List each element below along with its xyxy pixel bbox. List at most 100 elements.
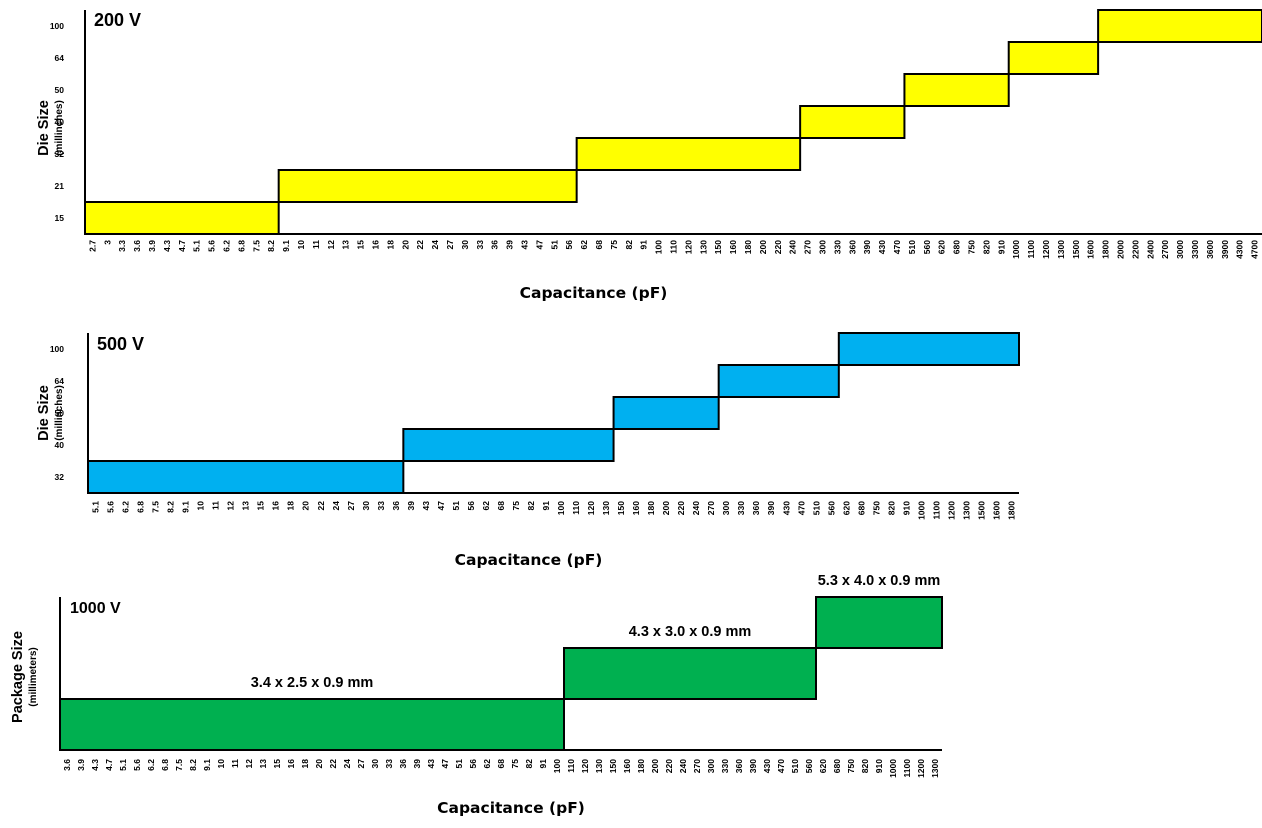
- x-tick-label: 36: [398, 759, 408, 769]
- y-tick-label: 64: [55, 53, 65, 63]
- x-tick-label: 910: [996, 240, 1006, 254]
- x-tick-label: 360: [751, 501, 761, 515]
- x-tick-label: 8.2: [166, 501, 176, 513]
- x-tick-label: 22: [316, 501, 326, 511]
- x-tick-label: 39: [406, 501, 416, 511]
- x-tick-label: 62: [579, 240, 589, 250]
- y-tick-label: 40: [55, 440, 65, 450]
- x-tick-label: 4300: [1235, 240, 1245, 259]
- x-tick-label: 27: [356, 759, 366, 769]
- x-tick-label: 120: [586, 501, 596, 515]
- x-tick-label: 620: [937, 240, 947, 254]
- x-tick-label: 10: [296, 240, 306, 250]
- x-tick-label: 3.6: [62, 759, 72, 771]
- x-tick-label: 68: [496, 501, 506, 511]
- x-tick-label: 160: [728, 240, 738, 254]
- x-tick-label: 750: [871, 501, 881, 515]
- x-tick-label: 360: [734, 759, 744, 773]
- x-tick-label: 75: [510, 759, 520, 769]
- bar: [717, 364, 840, 398]
- x-tick-label: 750: [966, 240, 976, 254]
- x-tick-label: 200: [650, 759, 660, 773]
- x-tick-label: 220: [664, 759, 674, 773]
- x-tick-label: 3900: [1220, 240, 1230, 259]
- x-axis-title: Capacitance (pF): [437, 799, 585, 817]
- x-tick-label: 11: [230, 759, 240, 768]
- x-tick-label: 22: [415, 240, 425, 250]
- x-tick-label: 10: [216, 759, 226, 769]
- x-tick-label: 220: [773, 240, 783, 254]
- x-tick-label: 91: [541, 501, 551, 511]
- bar: [59, 698, 565, 751]
- x-tick-label: 33: [376, 501, 386, 511]
- x-tick-label: 4700: [1250, 240, 1260, 259]
- x-tick-label: 150: [608, 759, 618, 773]
- x-tick-label: 470: [796, 501, 806, 515]
- x-tick-label: 16: [286, 759, 296, 769]
- bar: [575, 137, 802, 171]
- x-tick-label: 510: [811, 501, 821, 515]
- x-tick-label: 27: [445, 240, 455, 250]
- chart-title: 500 V: [97, 334, 144, 354]
- x-tick-label: 33: [475, 240, 485, 250]
- bar-label: 5.3 x 4.0 x 0.9 mm: [818, 573, 941, 589]
- x-tick-label: 270: [692, 759, 702, 773]
- x-tick-label: 30: [370, 759, 380, 769]
- x-tick-label: 47: [440, 759, 450, 769]
- bar: [84, 201, 280, 235]
- x-tick-label: 7.5: [151, 501, 161, 513]
- x-tick-label: 100: [552, 759, 562, 773]
- x-tick-label: 1200: [1041, 240, 1051, 259]
- x-tick-label: 91: [538, 759, 548, 769]
- x-tick-label: 30: [460, 240, 470, 250]
- bar: [87, 460, 405, 494]
- x-tick-label: 20: [400, 240, 410, 250]
- x-tick-label: 3000: [1175, 240, 1185, 259]
- x-tick-label: 12: [326, 240, 336, 250]
- x-tick-label: 6.2: [222, 240, 232, 252]
- x-tick-label: 68: [594, 240, 604, 250]
- x-tick-label: 2700: [1160, 240, 1170, 259]
- x-tick-label: 240: [691, 501, 701, 515]
- x-tick-label: 680: [952, 240, 962, 254]
- x-tick-label: 36: [391, 501, 401, 511]
- x-tick-label: 430: [877, 240, 887, 254]
- x-tick-label: 1800: [1101, 240, 1111, 259]
- x-tick-label: 56: [564, 240, 574, 250]
- x-tick-label: 9.1: [281, 240, 291, 252]
- bar: [402, 428, 615, 462]
- x-tick-label: 910: [874, 759, 884, 773]
- y-axis-subtitle: (millinches): [54, 100, 65, 156]
- x-tick-label: 13: [241, 501, 251, 511]
- x-tick-label: 560: [826, 501, 836, 515]
- x-tick-label: 560: [922, 240, 932, 254]
- y-tick-label: 21: [55, 181, 65, 191]
- x-tick-label: 5.1: [192, 240, 202, 252]
- x-tick-label: 62: [481, 501, 491, 511]
- x-tick-label: 330: [832, 240, 842, 254]
- x-tick-label: 22: [328, 759, 338, 769]
- y-tick-label: 64: [55, 376, 65, 386]
- x-tick-label: 1100: [902, 759, 912, 778]
- x-tick-label: 180: [636, 759, 646, 773]
- x-tick-label: 3.9: [76, 759, 86, 771]
- x-tick-label: 430: [762, 759, 772, 773]
- x-tick-label: 11: [211, 501, 221, 510]
- x-tick-label: 10: [196, 501, 206, 511]
- x-tick-label: 180: [743, 240, 753, 254]
- x-tick-label: 39: [505, 240, 515, 250]
- y-tick-label: 15: [55, 213, 65, 223]
- x-tick-label: 5.6: [207, 240, 217, 252]
- x-tick-label: 120: [580, 759, 590, 773]
- x-tick-label: 7.5: [251, 240, 261, 252]
- x-tick-label: 1300: [961, 501, 971, 520]
- x-tick-label: 91: [639, 240, 649, 250]
- x-tick-label: 62: [482, 759, 492, 769]
- x-tick-label: 160: [631, 501, 641, 515]
- x-tick-label: 4.7: [177, 240, 187, 252]
- y-tick-label: 40: [55, 117, 65, 127]
- x-tick-label: 910: [901, 501, 911, 515]
- x-tick-label: 12: [244, 759, 254, 769]
- bar: [612, 396, 720, 430]
- x-tick-label: 510: [790, 759, 800, 773]
